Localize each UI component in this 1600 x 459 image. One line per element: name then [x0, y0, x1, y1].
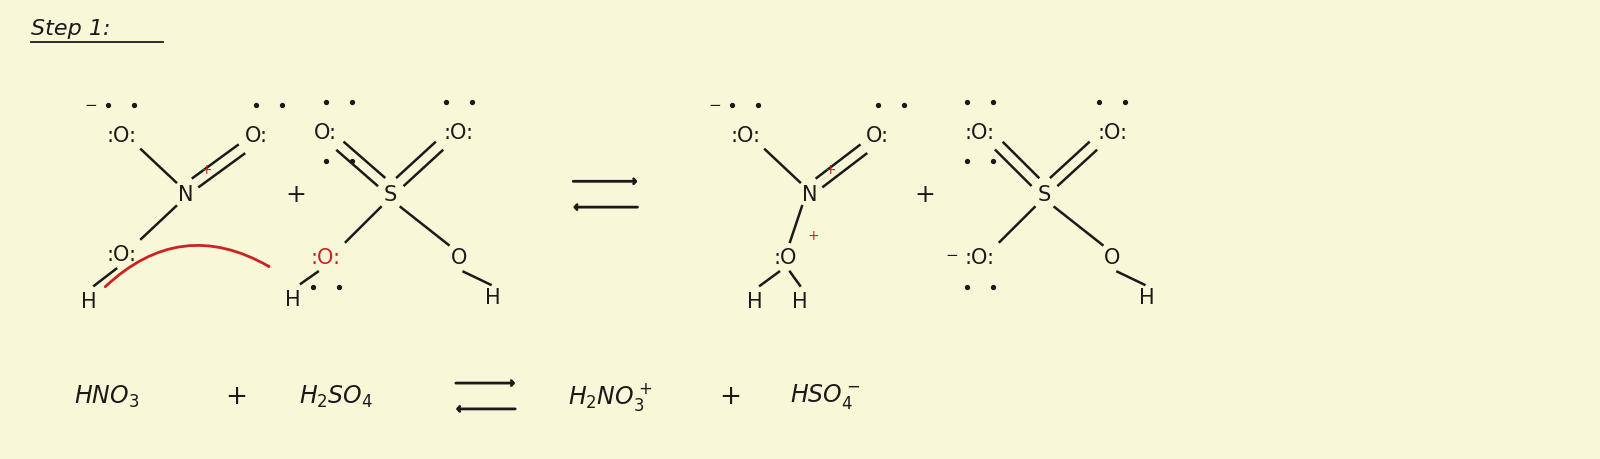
Text: O:: O: — [245, 125, 267, 145]
Text: $HSO_4^-$: $HSO_4^-$ — [790, 381, 861, 411]
Text: −: − — [85, 98, 98, 113]
Text: H: H — [82, 291, 98, 311]
Text: $HNO_3$: $HNO_3$ — [74, 383, 139, 409]
Text: +: + — [226, 383, 246, 409]
Text: :O:: :O: — [730, 125, 760, 145]
Text: S: S — [1038, 185, 1051, 205]
Text: N: N — [178, 185, 194, 205]
Text: H: H — [485, 287, 501, 307]
Text: O:: O: — [314, 123, 338, 142]
Text: :O:: :O: — [106, 125, 136, 145]
Text: O: O — [1104, 247, 1120, 267]
Text: :O:: :O: — [1098, 123, 1128, 142]
Text: :O:: :O: — [965, 123, 995, 142]
Text: H: H — [747, 291, 763, 311]
Text: $H_2NO_3^+$: $H_2NO_3^+$ — [568, 380, 653, 412]
Text: +: + — [285, 183, 306, 207]
Text: O:: O: — [866, 125, 890, 145]
Text: −: − — [709, 98, 722, 113]
Text: H: H — [792, 291, 808, 311]
Text: :O:: :O: — [965, 247, 995, 267]
Text: Step 1:: Step 1: — [32, 19, 110, 39]
Text: :O:: :O: — [106, 244, 136, 264]
Text: +: + — [200, 163, 211, 177]
Text: +: + — [914, 183, 936, 207]
Text: H: H — [285, 289, 301, 309]
Text: −: − — [946, 248, 958, 263]
Text: N: N — [802, 185, 818, 205]
Text: :O:: :O: — [310, 247, 341, 267]
Text: :O:: :O: — [443, 123, 474, 142]
FancyArrowPatch shape — [106, 246, 269, 287]
Text: :O: :O — [773, 247, 797, 267]
Text: $H_2SO_4$: $H_2SO_4$ — [299, 383, 373, 409]
Text: +: + — [718, 383, 741, 409]
Text: O: O — [451, 247, 467, 267]
Text: S: S — [384, 185, 397, 205]
Text: H: H — [1139, 287, 1154, 307]
Text: +: + — [824, 163, 835, 177]
Text: +: + — [806, 229, 819, 242]
